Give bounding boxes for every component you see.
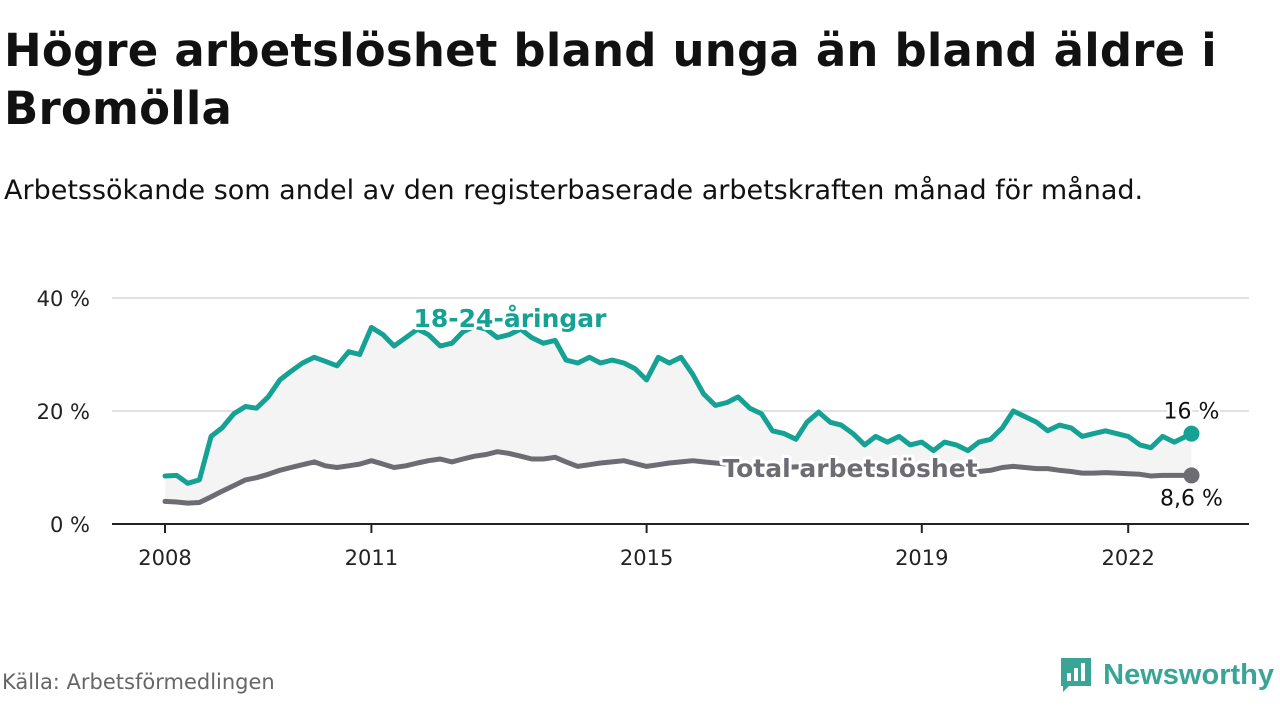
page-title: Högre arbetslöshet bland unga än bland ä… xyxy=(4,24,1217,135)
source-note: Källa: Arbetsförmedlingen xyxy=(2,670,275,694)
series-lines xyxy=(162,323,1200,506)
x-tick-label: 2019 xyxy=(895,546,948,570)
series-label-total: Total arbetslöshet xyxy=(722,454,977,483)
brand[interactable]: Newsworthy xyxy=(1059,654,1274,696)
y-tick-label: 0 % xyxy=(50,513,90,537)
chart-subtitle: Arbetssökande som andel av den registerb… xyxy=(4,175,1144,206)
chart-labels: 0 % 20 % 40 % 2008 2011 2015 2019 2022 16 % 8,6 %… xyxy=(37,287,1226,570)
y-tick-label: 40 % xyxy=(37,287,90,311)
end-label-total: 8,6 % xyxy=(1160,486,1223,511)
series-label-youth: 18-24-åringar xyxy=(414,304,608,333)
series-line-total xyxy=(162,449,1194,506)
x-tick-label: 2008 xyxy=(138,546,191,570)
y-tick-label: 20 % xyxy=(37,400,90,424)
difference-band xyxy=(165,326,1192,504)
end-point-total xyxy=(1183,467,1200,484)
x-tick-label: 2015 xyxy=(620,546,673,570)
series-line-youth xyxy=(162,323,1194,486)
end-label-youth: 16 % xyxy=(1164,400,1220,425)
end-point-youth xyxy=(1183,425,1200,442)
newsworthy-logo-icon xyxy=(1061,658,1092,692)
x-tick-label: 2022 xyxy=(1101,546,1154,570)
x-tick-label: 2011 xyxy=(345,546,398,570)
brand-name: Newsworthy xyxy=(1103,658,1274,691)
